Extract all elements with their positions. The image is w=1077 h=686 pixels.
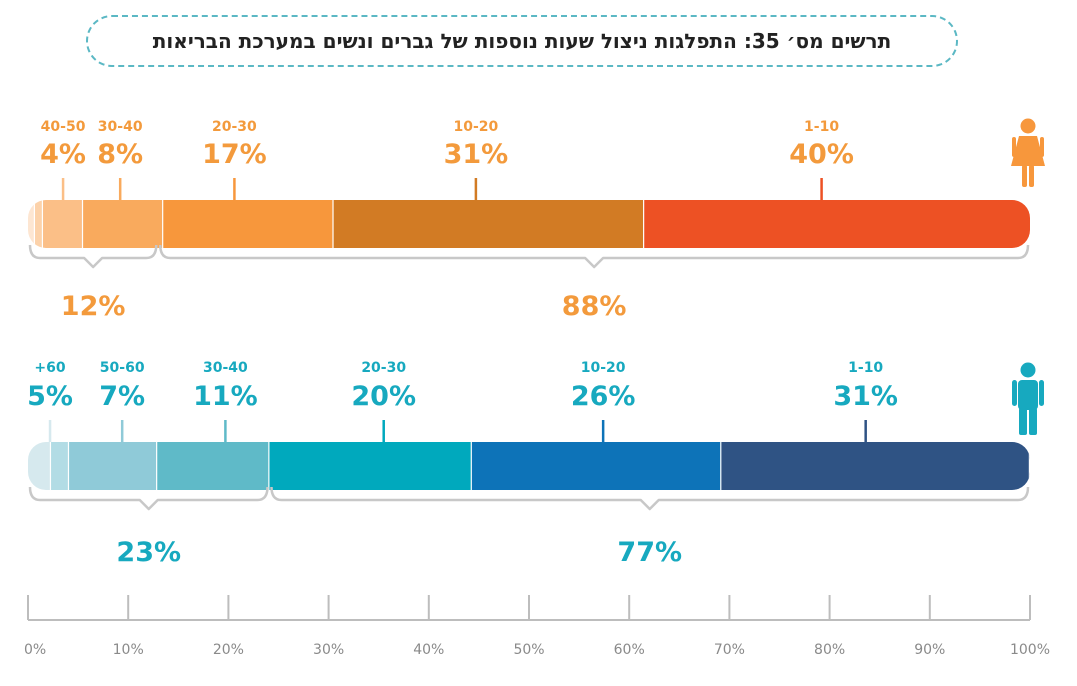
percent-label: 31% (833, 381, 898, 412)
percent-label: 11% (193, 381, 258, 412)
bar-segment (28, 442, 51, 490)
range-label: 20-30 (212, 119, 257, 135)
range-label: 50-60 (100, 360, 145, 376)
group-bracket (160, 245, 1028, 267)
group-total-label: 12% (61, 291, 126, 322)
group-bracket (271, 487, 1028, 509)
bar-segment (69, 442, 157, 490)
x-axis-tick-label: 70% (714, 642, 745, 658)
range-label: 1-10 (804, 119, 839, 135)
x-axis-tick-label: 80% (814, 642, 845, 658)
percent-label: 40% (789, 139, 854, 170)
percent-label: 26% (571, 381, 636, 412)
percent-label: 7% (99, 381, 145, 412)
man-icon (1012, 363, 1044, 436)
percent-label: 5% (27, 381, 73, 412)
range-label: 1-10 (848, 360, 883, 376)
x-axis-tick-label: 60% (614, 642, 645, 658)
stacked-bar-chart: 40-50 4% 30-40 8% 20-30 17% 10-20 31% 1-10 40% 12%… (0, 0, 1077, 686)
range-label: 30-40 (98, 119, 143, 135)
bar-row (28, 442, 1031, 490)
bar-segment (644, 200, 1045, 248)
bar-segment (721, 442, 1030, 490)
range-label: 30-40 (203, 360, 248, 376)
bar-segment (269, 442, 471, 490)
group-total-label: 23% (116, 537, 181, 568)
range-label: +60 (34, 360, 65, 376)
range-label: 20-30 (361, 360, 406, 376)
woman-icon (1011, 119, 1045, 188)
group-total-label: 88% (562, 291, 627, 322)
range-label: 10-20 (581, 360, 626, 376)
bar-segment (472, 442, 721, 490)
group-total-label: 77% (617, 537, 682, 568)
x-axis-tick-label: 30% (313, 642, 344, 658)
group-bracket (30, 245, 156, 267)
bar-segment (43, 200, 83, 248)
bar-segment (35, 200, 43, 248)
range-label: 40-50 (41, 119, 86, 135)
percent-label: 4% (40, 139, 86, 170)
bar-segment (83, 200, 163, 248)
range-label: 10-20 (454, 119, 499, 135)
bar-row (28, 200, 1045, 248)
x-axis-tick-label: 100% (1010, 642, 1050, 658)
x-axis-tick-label: 10% (113, 642, 144, 658)
percent-label: 20% (351, 381, 416, 412)
x-axis-tick-label: 20% (213, 642, 244, 658)
bar-segment (163, 200, 333, 248)
percent-label: 8% (97, 139, 143, 170)
x-axis-tick-label: 0% (24, 642, 46, 658)
percent-label: 17% (202, 139, 267, 170)
x-axis-tick-label: 50% (513, 642, 544, 658)
segment-divider (1029, 442, 1031, 490)
bar-segment (334, 200, 645, 248)
bar-segment (157, 442, 269, 490)
x-axis-tick-label: 90% (914, 642, 945, 658)
group-bracket (30, 487, 267, 509)
bar-segment (51, 442, 69, 490)
x-axis-tick-label: 40% (413, 642, 444, 658)
percent-label: 31% (444, 139, 509, 170)
